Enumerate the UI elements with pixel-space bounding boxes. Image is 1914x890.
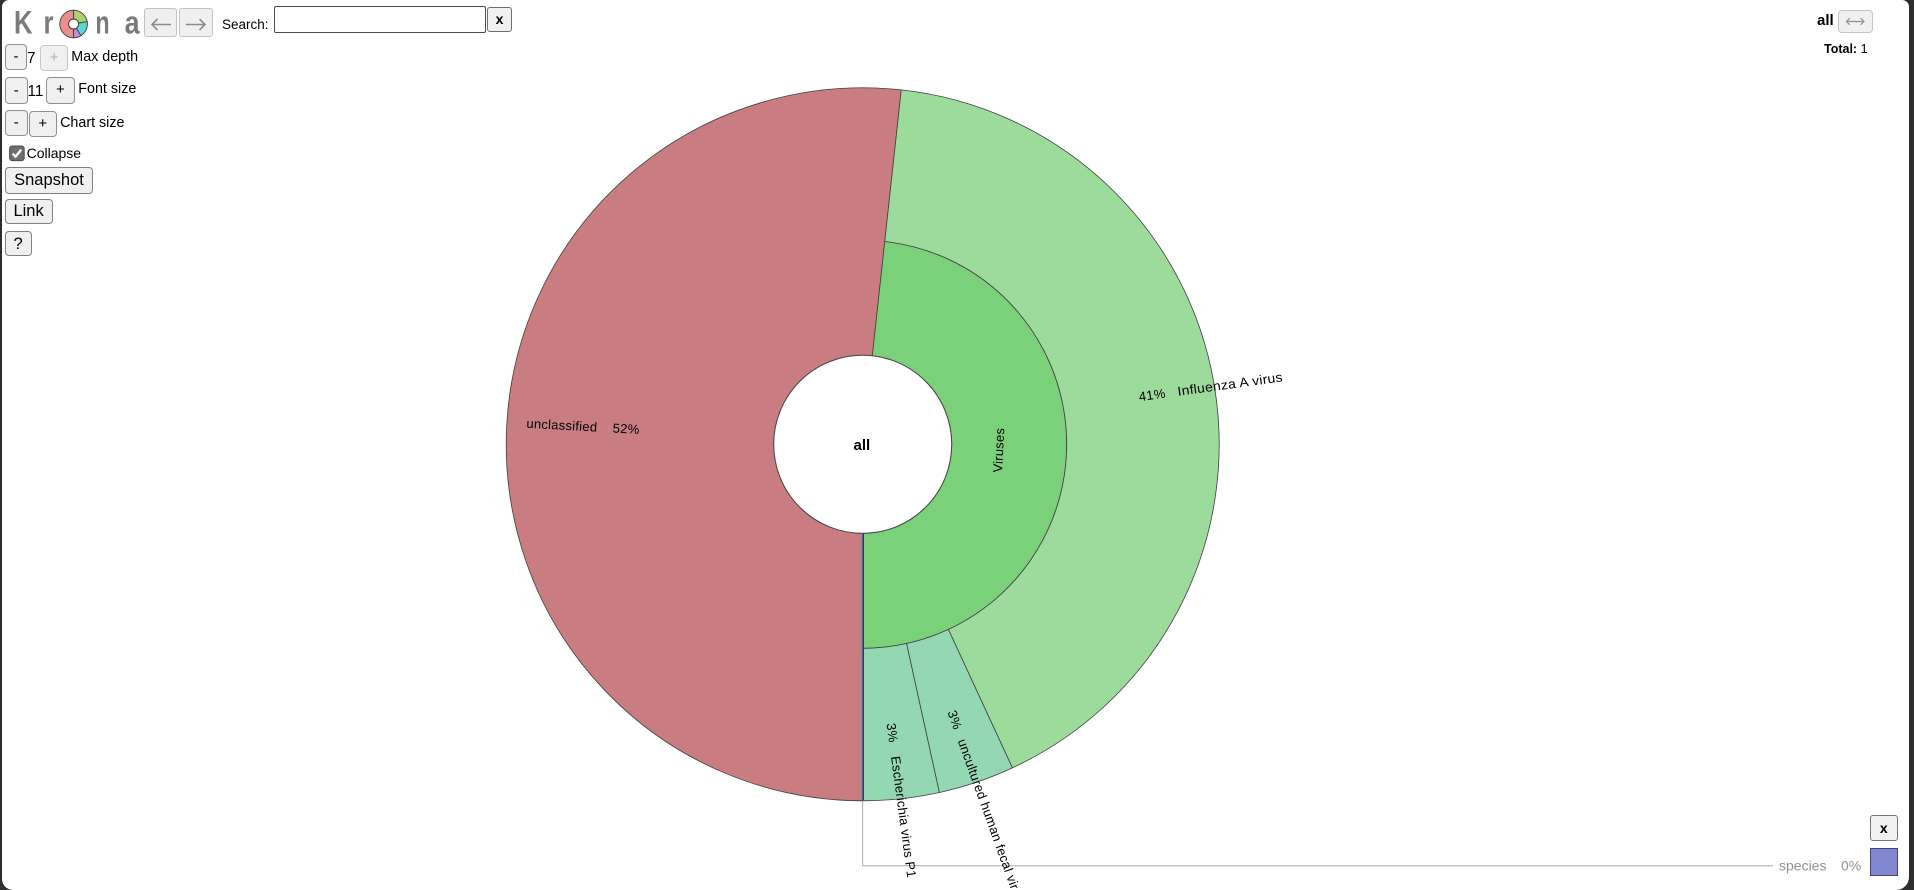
- svg-text:Viruses: Viruses: [990, 427, 1007, 473]
- svg-text:species: species: [1779, 857, 1826, 873]
- svg-text:K: K: [14, 4, 33, 40]
- svg-text:a: a: [125, 4, 140, 40]
- svg-text:n: n: [95, 4, 109, 40]
- svg-text:all: all: [854, 437, 871, 454]
- svg-text:0%: 0%: [1841, 857, 1861, 873]
- svg-text:r: r: [44, 4, 54, 40]
